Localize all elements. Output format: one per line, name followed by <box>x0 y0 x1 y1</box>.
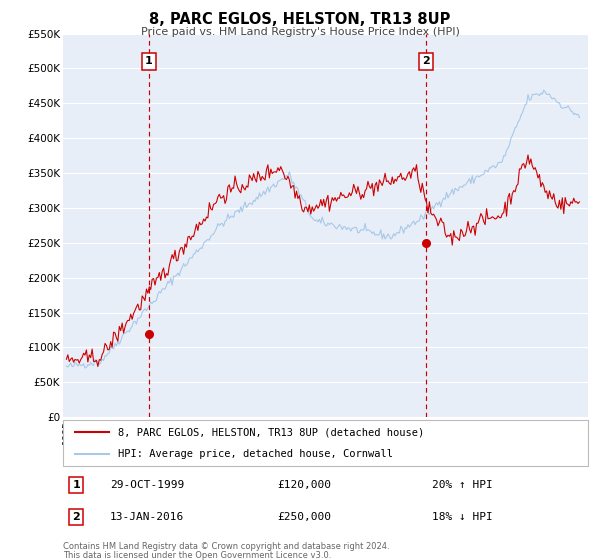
Text: 1: 1 <box>145 57 153 67</box>
Text: £120,000: £120,000 <box>277 480 331 490</box>
Text: 18% ↓ HPI: 18% ↓ HPI <box>431 512 493 522</box>
Text: 2: 2 <box>72 512 80 522</box>
Text: £250,000: £250,000 <box>277 512 331 522</box>
Text: HPI: Average price, detached house, Cornwall: HPI: Average price, detached house, Corn… <box>118 449 393 459</box>
Text: 13-JAN-2016: 13-JAN-2016 <box>110 512 184 522</box>
Text: 8, PARC EGLOS, HELSTON, TR13 8UP: 8, PARC EGLOS, HELSTON, TR13 8UP <box>149 12 451 27</box>
Text: This data is licensed under the Open Government Licence v3.0.: This data is licensed under the Open Gov… <box>63 551 331 560</box>
Text: 1: 1 <box>72 480 80 490</box>
Text: Contains HM Land Registry data © Crown copyright and database right 2024.: Contains HM Land Registry data © Crown c… <box>63 542 389 551</box>
Text: 8, PARC EGLOS, HELSTON, TR13 8UP (detached house): 8, PARC EGLOS, HELSTON, TR13 8UP (detach… <box>118 427 424 437</box>
Text: Price paid vs. HM Land Registry's House Price Index (HPI): Price paid vs. HM Land Registry's House … <box>140 27 460 37</box>
Text: 20% ↑ HPI: 20% ↑ HPI <box>431 480 493 490</box>
FancyBboxPatch shape <box>63 420 588 466</box>
Text: 29-OCT-1999: 29-OCT-1999 <box>110 480 184 490</box>
Text: 2: 2 <box>422 57 430 67</box>
